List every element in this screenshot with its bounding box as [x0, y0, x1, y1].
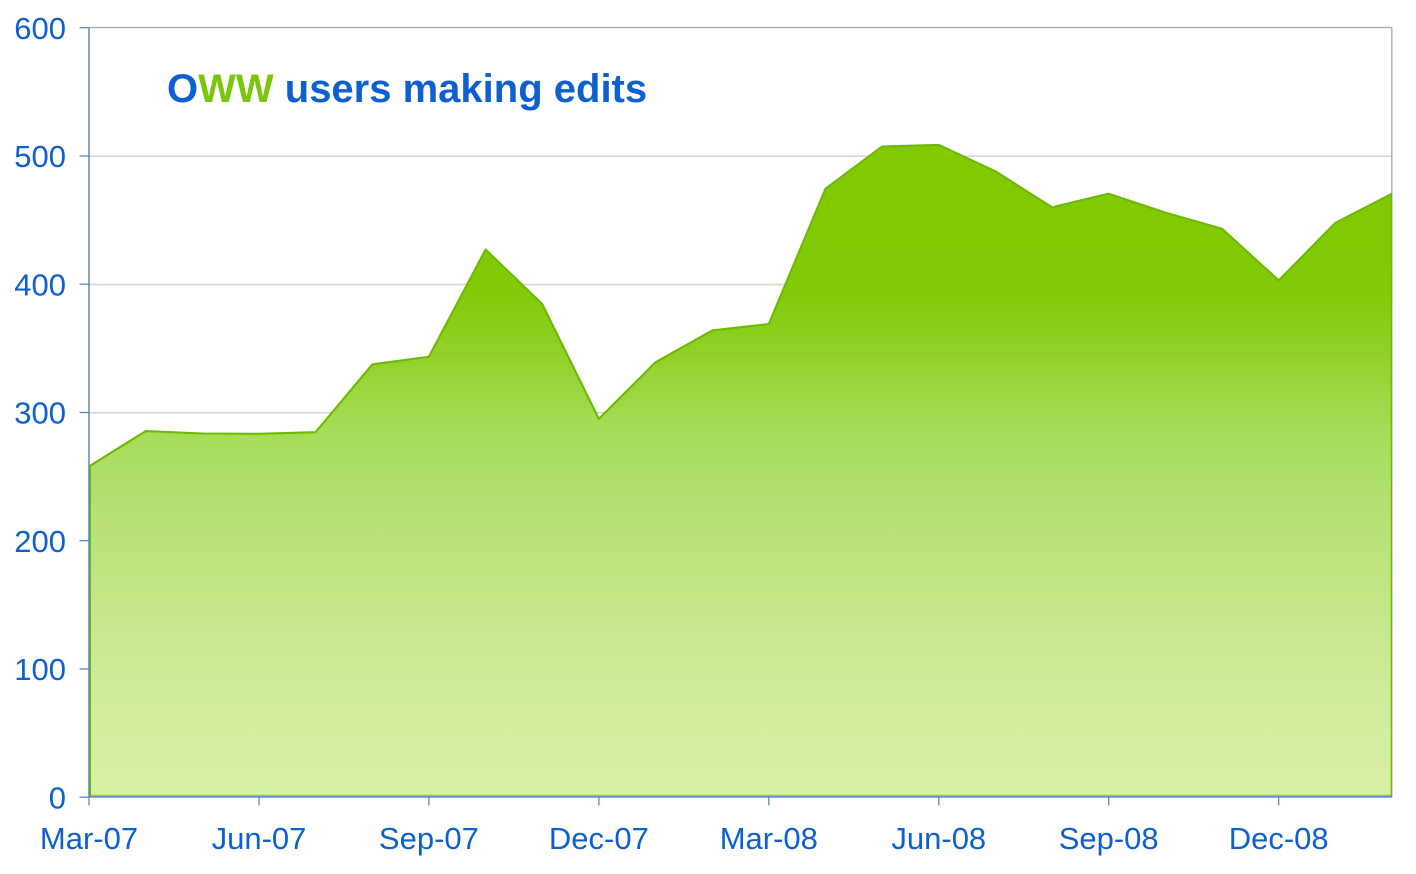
- svg-text:Dec-07: Dec-07: [549, 821, 649, 856]
- svg-text:0: 0: [49, 781, 66, 816]
- svg-text:100: 100: [14, 652, 66, 687]
- svg-text:OWW users making edits: OWW users making edits: [167, 67, 647, 111]
- svg-text:500: 500: [14, 139, 66, 174]
- svg-text:300: 300: [14, 396, 66, 431]
- svg-text:Mar-08: Mar-08: [720, 821, 818, 856]
- svg-text:Sep-08: Sep-08: [1059, 821, 1159, 856]
- svg-text:400: 400: [14, 268, 66, 303]
- svg-text:Jun-07: Jun-07: [212, 821, 307, 856]
- svg-text:200: 200: [14, 524, 66, 559]
- svg-text:600: 600: [14, 11, 66, 46]
- svg-text:Jun-08: Jun-08: [891, 821, 986, 856]
- svg-text:Dec-08: Dec-08: [1229, 821, 1329, 856]
- svg-text:Mar-07: Mar-07: [40, 821, 138, 856]
- svg-text:Sep-07: Sep-07: [379, 821, 479, 856]
